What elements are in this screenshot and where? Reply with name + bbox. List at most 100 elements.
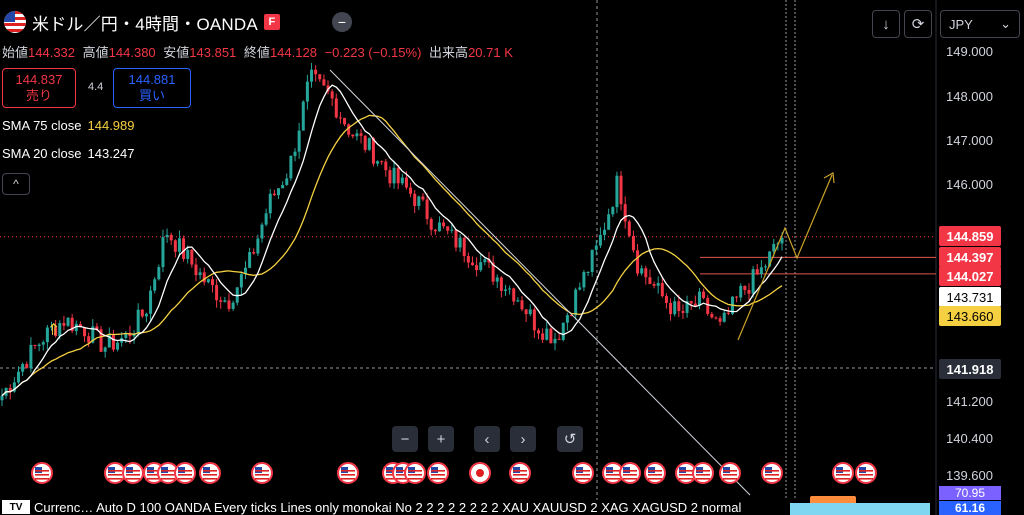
candle-body	[553, 338, 557, 344]
candle-body	[83, 327, 87, 337]
candle-body	[759, 267, 763, 274]
candle-body	[367, 138, 371, 150]
candle-body	[161, 237, 165, 268]
candle-body	[739, 285, 743, 298]
candle-body	[454, 229, 458, 248]
candle-body	[446, 226, 450, 231]
indicator-footer: TV Currenc… Auto D 100 OANDA Every ticks …	[0, 500, 935, 515]
us-flag-icon[interactable]	[427, 462, 449, 484]
candle-body	[66, 317, 70, 326]
jp-flag-icon[interactable]	[469, 462, 491, 484]
candle-body	[264, 213, 268, 225]
refresh-icon[interactable]: ⟳	[904, 10, 932, 38]
us-flag-icon[interactable]	[644, 462, 666, 484]
candle-body	[421, 196, 425, 200]
us-flag-icon[interactable]	[509, 462, 531, 484]
candle-body	[677, 301, 681, 312]
candle-body	[697, 291, 701, 306]
candle-body	[289, 155, 293, 179]
candle-body	[54, 326, 58, 337]
candle-body	[570, 315, 574, 317]
candle-body	[503, 289, 507, 291]
us-flag-icon[interactable]	[122, 462, 144, 484]
candle-body	[640, 268, 644, 274]
projection-path	[737, 174, 833, 341]
candle-body	[144, 313, 148, 317]
candle-body	[227, 300, 231, 309]
currency-select[interactable]: JPY ⌄	[940, 10, 1020, 38]
sma20-legend[interactable]: SMA 20 close 143.247	[2, 146, 135, 161]
zoom-in-button[interactable]: +	[428, 426, 454, 452]
candle-body	[0, 395, 4, 401]
candle-body	[248, 252, 252, 268]
candle-body	[116, 342, 120, 350]
candle-body	[62, 323, 66, 326]
us-flag-icon[interactable]	[832, 462, 854, 484]
candle-body	[475, 265, 479, 271]
us-flag-icon[interactable]	[31, 462, 53, 484]
flame-icon: F	[263, 14, 280, 30]
candle-body	[603, 229, 607, 235]
us-flag-icon[interactable]	[174, 462, 196, 484]
candle-body	[537, 330, 541, 334]
candle-body	[305, 81, 309, 102]
us-flag-icon[interactable]	[675, 462, 697, 484]
candle-body	[149, 290, 153, 314]
collapse-legend-button[interactable]: ^	[2, 173, 30, 195]
candle-body	[206, 279, 210, 283]
us-flag-icon[interactable]	[855, 462, 877, 484]
buy-button[interactable]: 144.881 買い	[113, 68, 191, 108]
projection-arrow-icon	[823, 172, 835, 184]
candle-body	[673, 301, 677, 315]
reset-chart-button[interactable]: ↺	[557, 426, 583, 452]
candle-body	[136, 309, 140, 334]
candle-body	[524, 309, 528, 315]
sma75-label: SMA 75 close	[2, 118, 82, 133]
axis-tick: 141.200	[946, 394, 993, 409]
us-flag-icon[interactable]	[337, 462, 359, 484]
candle-body	[549, 328, 553, 344]
us-flag-icon[interactable]	[719, 462, 741, 484]
candle-body	[347, 124, 351, 135]
scroll-left-button[interactable]: ‹	[474, 426, 500, 452]
hide-toggle-button[interactable]: −	[331, 12, 352, 32]
candle-body	[388, 170, 392, 184]
alert-marker	[810, 496, 856, 504]
download-icon[interactable]: ↓	[872, 10, 900, 38]
candle-body	[594, 245, 598, 250]
candle-body	[442, 222, 446, 227]
low-label: 安値	[163, 45, 190, 60]
symbol-title[interactable]: 米ドル／円・4時間・OANDA	[32, 14, 258, 34]
candle-body	[215, 285, 219, 301]
us-flag-icon[interactable]	[157, 462, 179, 484]
candle-body	[272, 193, 276, 196]
candle-body	[343, 117, 347, 125]
candle-body	[285, 178, 289, 185]
candle-body	[483, 259, 487, 263]
close-value: 144.128	[269, 45, 317, 60]
us-flag-icon[interactable]	[199, 462, 221, 484]
candle-body	[499, 277, 503, 291]
candle-body	[437, 222, 441, 232]
candle-body	[685, 301, 689, 313]
us-flag-icon[interactable]	[572, 462, 594, 484]
us-flag-icon[interactable]	[619, 462, 641, 484]
us-flag-icon[interactable]	[602, 462, 624, 484]
us-flag-icon[interactable]	[251, 462, 273, 484]
sell-button[interactable]: 144.837 売り	[2, 68, 76, 108]
us-flag-icon[interactable]	[761, 462, 783, 484]
candle-body	[359, 133, 363, 136]
candle-body	[165, 234, 169, 238]
candle-body	[380, 161, 384, 163]
candle-body	[652, 284, 656, 286]
us-flag-icon[interactable]	[692, 462, 714, 484]
sma75-legend[interactable]: SMA 75 close 144.989	[2, 118, 135, 133]
scroll-right-button[interactable]: ›	[510, 426, 536, 452]
candle-body	[433, 229, 437, 232]
candle-body	[25, 364, 29, 369]
high-value: 144.380	[108, 45, 156, 60]
us-flag-icon[interactable]	[404, 462, 426, 484]
sell-label: 売り	[25, 88, 52, 103]
zoom-out-button[interactable]: −	[392, 426, 418, 452]
